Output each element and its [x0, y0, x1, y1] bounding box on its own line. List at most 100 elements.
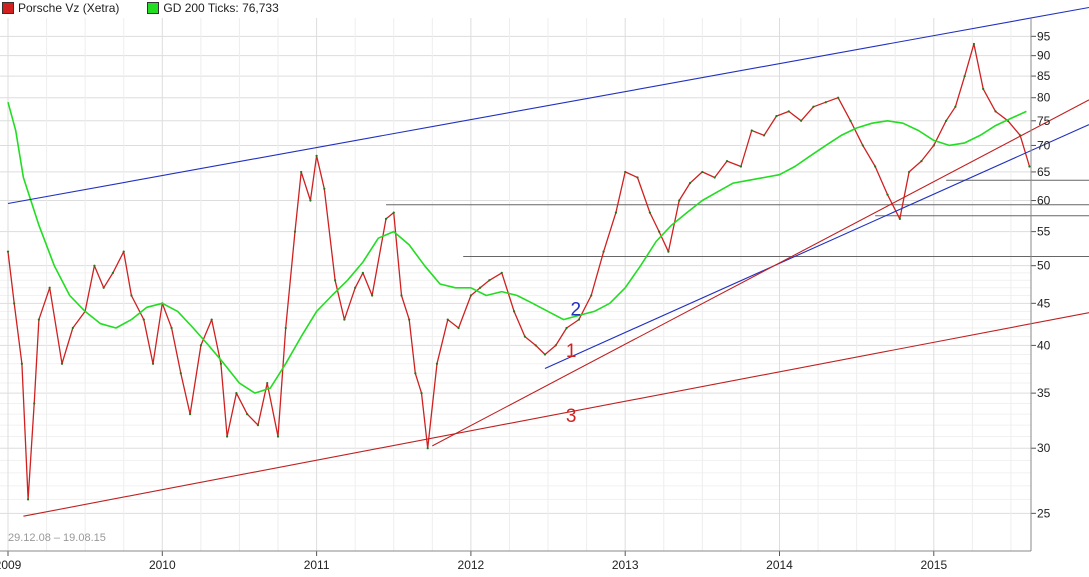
- price-point: [488, 279, 491, 282]
- price-point: [963, 74, 966, 78]
- price-point: [812, 105, 815, 108]
- price-point: [636, 176, 639, 179]
- price-point: [543, 353, 547, 356]
- trend-line-1: [432, 99, 1089, 447]
- price-point: [384, 217, 388, 220]
- y-tick-label: 35: [1037, 386, 1051, 400]
- price-point: [13, 302, 16, 305]
- y-tick-label: 90: [1037, 49, 1051, 63]
- price-point: [849, 119, 852, 122]
- price-point: [824, 101, 827, 104]
- price-point: [246, 413, 249, 416]
- y-tick-label: 85: [1037, 69, 1051, 83]
- price-point: [276, 435, 280, 438]
- price-point: [750, 129, 753, 132]
- price-point: [284, 326, 287, 330]
- y-tick-label: 70: [1037, 138, 1051, 152]
- price-point: [994, 110, 997, 113]
- x-tick-label: 2010: [149, 558, 176, 572]
- y-tick-label: 30: [1037, 441, 1051, 455]
- x-tick-label: 2012: [458, 558, 485, 572]
- x-tick-label: 2014: [766, 558, 793, 572]
- price-point: [565, 326, 568, 330]
- price-point: [420, 392, 423, 395]
- price-point: [648, 211, 651, 214]
- price-point: [293, 230, 297, 233]
- trend-line-upper-channel: [7, 6, 1089, 205]
- price-point: [256, 424, 260, 427]
- y-tick-label: 75: [1037, 114, 1051, 128]
- y-tick-label: 45: [1037, 296, 1051, 310]
- trend-line-3: [23, 312, 1089, 517]
- price-point: [371, 294, 374, 297]
- price-point: [343, 318, 346, 321]
- price-point: [602, 250, 605, 253]
- price-point: [787, 110, 790, 113]
- annotation-label: 3: [566, 406, 577, 427]
- price-point: [226, 435, 229, 438]
- price-point: [920, 159, 923, 163]
- price-point: [667, 250, 670, 253]
- annotation-label: 1: [566, 341, 577, 362]
- price-point: [577, 318, 581, 321]
- price-point: [111, 271, 115, 274]
- price-point: [775, 114, 778, 118]
- price-point: [219, 362, 223, 365]
- price-point: [20, 362, 23, 365]
- y-tick-label: 95: [1037, 29, 1051, 43]
- price-point: [590, 294, 593, 297]
- price-point: [323, 187, 326, 190]
- price-point: [658, 230, 661, 233]
- price-point: [500, 271, 503, 274]
- price-point: [315, 154, 318, 157]
- price-point: [982, 87, 985, 91]
- y-tick-label: 55: [1037, 225, 1051, 239]
- price-point: [469, 294, 472, 297]
- price-point: [48, 286, 51, 289]
- y-axis: 25 30 35 40 45 50 55 60 65 70 75 80 85 90 95: [1030, 18, 1051, 551]
- price-point: [26, 498, 30, 501]
- price-point: [33, 402, 36, 405]
- price-point: [457, 326, 460, 330]
- price-point: [512, 310, 516, 313]
- price-point: [199, 344, 202, 347]
- price-point: [300, 170, 303, 174]
- horizontal-levels: [386, 179, 1089, 258]
- price-point: [37, 318, 40, 321]
- price-point: [361, 271, 364, 274]
- price-point: [130, 294, 133, 297]
- price-point: [414, 372, 417, 375]
- price-point: [188, 413, 192, 416]
- price-point: [235, 392, 238, 395]
- price-point: [354, 286, 357, 289]
- legend-label-porsche: Porsche Vz (Xetra): [18, 1, 120, 15]
- price-point: [142, 318, 145, 321]
- price-point: [523, 335, 527, 338]
- price-point: [624, 170, 627, 174]
- x-tick-label: 2011: [304, 558, 330, 572]
- price-point: [479, 286, 482, 289]
- moving-average-line: [7, 101, 1027, 394]
- x-tick-label: 2013: [612, 558, 639, 572]
- y-tick-label: 65: [1037, 165, 1051, 179]
- price-point: [799, 119, 803, 122]
- price-point: [932, 144, 935, 147]
- price-point: [886, 193, 889, 196]
- y-tick-label: 60: [1037, 194, 1051, 208]
- date-range-label: 29.12.08 – 19.08.15: [8, 532, 106, 544]
- x-tick-label: 2015: [920, 558, 947, 572]
- grid: [0, 18, 1031, 551]
- price-point: [93, 264, 96, 267]
- price-point: [614, 211, 618, 214]
- price-point: [71, 326, 74, 330]
- annotations: 2 1 3: [566, 299, 581, 426]
- price-point: [713, 176, 716, 179]
- price-point: [446, 318, 449, 321]
- price-point: [762, 134, 766, 137]
- y-tick-label: 50: [1037, 259, 1051, 273]
- price-point: [334, 279, 337, 282]
- price-point: [945, 119, 948, 122]
- y-tick-label: 40: [1037, 338, 1051, 352]
- price-point: [739, 165, 743, 168]
- legend-label-gd200: GD 200 Ticks: 76,733: [163, 1, 279, 15]
